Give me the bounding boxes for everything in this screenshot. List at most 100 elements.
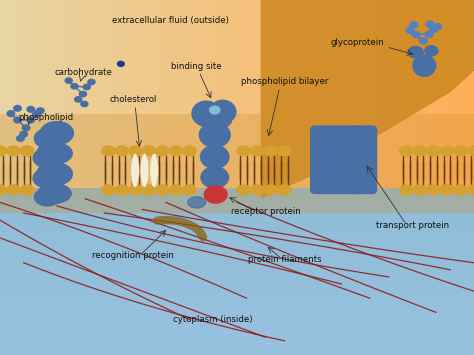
- Ellipse shape: [425, 46, 438, 56]
- Circle shape: [169, 185, 182, 195]
- Polygon shape: [261, 0, 474, 199]
- Circle shape: [20, 146, 34, 156]
- Ellipse shape: [198, 113, 231, 129]
- Ellipse shape: [192, 101, 220, 126]
- Circle shape: [7, 185, 20, 195]
- Circle shape: [129, 146, 142, 156]
- Circle shape: [400, 146, 413, 156]
- Circle shape: [183, 146, 196, 156]
- Ellipse shape: [35, 129, 61, 148]
- Circle shape: [425, 32, 433, 37]
- Circle shape: [83, 84, 90, 90]
- FancyBboxPatch shape: [310, 125, 339, 194]
- Circle shape: [264, 185, 277, 195]
- FancyBboxPatch shape: [348, 125, 377, 194]
- Circle shape: [440, 146, 454, 156]
- Ellipse shape: [150, 153, 158, 187]
- Text: protein filaments: protein filaments: [247, 255, 321, 264]
- Ellipse shape: [201, 145, 229, 168]
- Circle shape: [406, 27, 414, 33]
- Circle shape: [251, 185, 264, 195]
- Circle shape: [115, 146, 128, 156]
- Circle shape: [33, 111, 40, 117]
- Circle shape: [427, 185, 440, 195]
- Ellipse shape: [33, 148, 62, 168]
- Circle shape: [467, 146, 474, 156]
- Circle shape: [102, 146, 115, 156]
- Ellipse shape: [188, 197, 206, 208]
- Ellipse shape: [210, 106, 220, 114]
- Circle shape: [411, 32, 419, 37]
- Circle shape: [169, 146, 182, 156]
- Text: recognition protein: recognition protein: [92, 251, 173, 261]
- Circle shape: [278, 146, 291, 156]
- Text: receptor protein: receptor protein: [230, 207, 301, 216]
- Text: cholesterol: cholesterol: [109, 95, 156, 104]
- Circle shape: [237, 185, 250, 195]
- Text: glycoprotein: glycoprotein: [330, 38, 384, 48]
- Circle shape: [20, 131, 27, 137]
- Circle shape: [129, 185, 142, 195]
- Circle shape: [142, 146, 155, 156]
- Ellipse shape: [413, 55, 436, 76]
- Circle shape: [278, 185, 291, 195]
- Circle shape: [204, 186, 227, 203]
- Circle shape: [237, 146, 250, 156]
- Circle shape: [88, 79, 95, 85]
- Ellipse shape: [38, 184, 71, 203]
- FancyBboxPatch shape: [331, 125, 358, 194]
- Circle shape: [14, 105, 21, 111]
- Circle shape: [413, 185, 427, 195]
- Circle shape: [20, 185, 34, 195]
- Ellipse shape: [199, 122, 230, 147]
- Polygon shape: [0, 114, 474, 213]
- Circle shape: [27, 106, 35, 112]
- Circle shape: [7, 111, 15, 116]
- Text: carbohydrate: carbohydrate: [54, 67, 112, 77]
- Circle shape: [156, 185, 169, 195]
- Ellipse shape: [131, 153, 139, 187]
- Text: phospholipid bilayer: phospholipid bilayer: [241, 77, 328, 87]
- Circle shape: [429, 26, 438, 33]
- Circle shape: [0, 185, 7, 195]
- Ellipse shape: [33, 168, 62, 188]
- Circle shape: [410, 22, 418, 28]
- Circle shape: [454, 185, 467, 195]
- Circle shape: [454, 146, 467, 156]
- Circle shape: [440, 185, 454, 195]
- Circle shape: [22, 125, 30, 131]
- Circle shape: [115, 185, 128, 195]
- Circle shape: [75, 97, 82, 102]
- Ellipse shape: [40, 121, 73, 145]
- Ellipse shape: [37, 162, 72, 185]
- Ellipse shape: [408, 47, 423, 58]
- Circle shape: [17, 136, 24, 141]
- Text: transport protein: transport protein: [376, 221, 449, 230]
- Circle shape: [264, 146, 277, 156]
- Circle shape: [467, 185, 474, 195]
- Circle shape: [183, 185, 196, 195]
- Circle shape: [102, 185, 115, 195]
- Circle shape: [71, 83, 78, 89]
- Circle shape: [427, 146, 440, 156]
- Circle shape: [27, 117, 35, 123]
- Circle shape: [14, 117, 21, 123]
- Circle shape: [65, 78, 72, 83]
- Circle shape: [433, 23, 441, 29]
- Circle shape: [413, 146, 427, 156]
- Text: cytoplasm (inside): cytoplasm (inside): [173, 315, 252, 324]
- Circle shape: [156, 146, 169, 156]
- Circle shape: [426, 21, 434, 27]
- Circle shape: [419, 38, 427, 44]
- Circle shape: [0, 146, 7, 156]
- Ellipse shape: [140, 153, 149, 187]
- Text: phospholipid: phospholipid: [18, 113, 73, 122]
- Circle shape: [79, 91, 86, 97]
- Ellipse shape: [201, 167, 228, 188]
- Circle shape: [36, 108, 44, 114]
- Circle shape: [81, 102, 88, 106]
- Ellipse shape: [210, 100, 236, 123]
- Circle shape: [118, 61, 124, 66]
- Ellipse shape: [35, 188, 61, 206]
- Circle shape: [400, 185, 413, 195]
